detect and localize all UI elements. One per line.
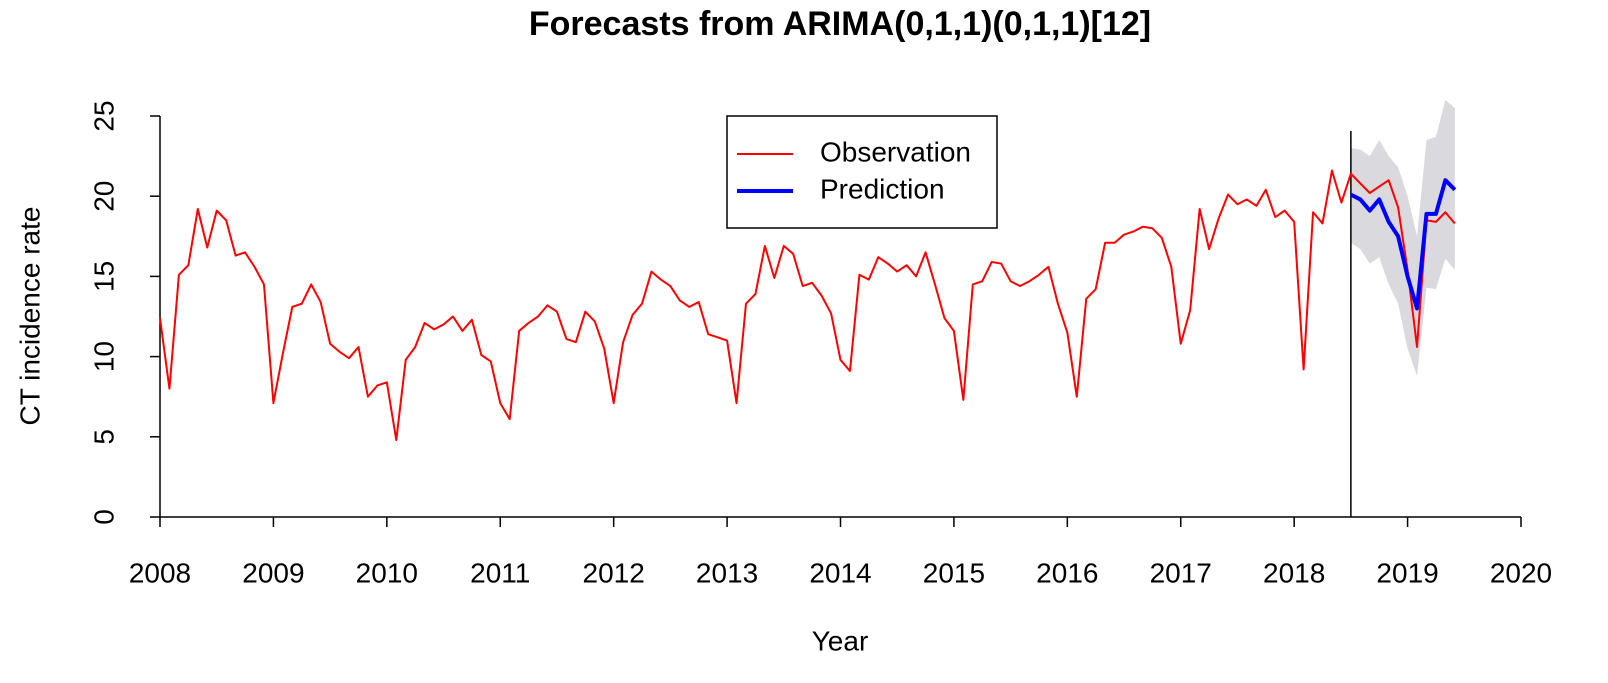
x-tick-label: 2015 bbox=[923, 557, 985, 588]
y-tick-label: 20 bbox=[88, 181, 119, 212]
x-tick-label: 2014 bbox=[809, 557, 871, 588]
x-tick-label: 2016 bbox=[1036, 557, 1098, 588]
y-tick-label: 10 bbox=[88, 341, 119, 372]
legend-label: Observation bbox=[820, 136, 971, 167]
x-tick-label: 2018 bbox=[1263, 557, 1325, 588]
x-tick-label: 2010 bbox=[356, 557, 418, 588]
x-axis-label: Year bbox=[812, 625, 869, 656]
x-tick-label: 2017 bbox=[1150, 557, 1212, 588]
y-tick-label: 5 bbox=[88, 429, 119, 445]
x-tick-label: 2011 bbox=[470, 557, 530, 588]
y-tick-label: 15 bbox=[88, 261, 119, 292]
x-tick-label: 2009 bbox=[242, 557, 304, 588]
x-tick-label: 2013 bbox=[696, 557, 758, 588]
series-line bbox=[159, 169, 1456, 442]
legend-box bbox=[726, 115, 998, 229]
x-tick-label: 2019 bbox=[1376, 557, 1438, 588]
y-tick-label: 0 bbox=[88, 509, 119, 525]
y-tick-label: 25 bbox=[88, 100, 119, 131]
x-tick-label: 2008 bbox=[129, 557, 191, 588]
x-tick-label: 2020 bbox=[1490, 557, 1552, 588]
legend-label: Prediction bbox=[820, 173, 945, 204]
x-tick-label: 2012 bbox=[583, 557, 645, 588]
y-axis-label: CT incidence rate bbox=[14, 207, 45, 426]
chart-title: Forecasts from ARIMA(0,1,1)(0,1,1)[12] bbox=[529, 5, 1151, 43]
series-line bbox=[1349, 178, 1457, 311]
